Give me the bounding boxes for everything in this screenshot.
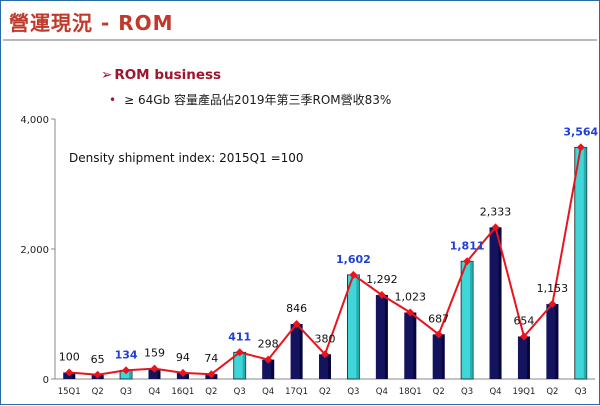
x-tick-label: 19Q1: [512, 387, 535, 397]
trend-marker: [122, 366, 131, 375]
bar-shade: [356, 274, 360, 379]
y-tick-label: 4,000: [20, 115, 49, 126]
x-tick-label: Q3: [234, 387, 246, 397]
trend-marker: [264, 355, 273, 364]
data-label: 1,023: [395, 291, 427, 304]
bar-shade: [72, 372, 76, 379]
bar: [148, 368, 161, 379]
bar-shade: [555, 304, 559, 379]
x-tick-label: Q3: [575, 387, 587, 397]
x-tick-label: Q4: [262, 387, 274, 397]
x-tick-label: Q2: [433, 387, 445, 397]
data-label: 411: [228, 330, 251, 343]
data-label: 1,292: [366, 273, 398, 286]
bar-shade: [384, 295, 388, 379]
x-tick-label: Q2: [205, 387, 217, 397]
trend-marker: [65, 368, 74, 377]
data-label: 654: [513, 314, 534, 327]
page-title: 營運現況 - ROM: [9, 11, 174, 35]
data-label: 65: [91, 353, 105, 366]
data-label: 74: [204, 352, 218, 365]
trend-marker: [463, 257, 472, 266]
trend-marker: [235, 348, 244, 357]
data-label: 100: [59, 351, 80, 364]
data-label: 134: [115, 348, 138, 361]
bar-shade: [299, 324, 303, 379]
data-label: 380: [315, 332, 336, 345]
x-tick-label: Q3: [120, 387, 132, 397]
x-tick-label: Q3: [347, 387, 359, 397]
trend-marker: [207, 370, 216, 379]
data-label: 1,811: [450, 239, 485, 252]
bar-shade: [271, 359, 275, 379]
x-tick-label: Q2: [546, 387, 558, 397]
bar-shade: [413, 312, 417, 379]
x-tick-label: Q3: [461, 387, 473, 397]
y-tick-label: 2,000: [20, 245, 49, 256]
bar-shade: [526, 336, 530, 379]
x-tick-label: Q4: [489, 387, 501, 397]
x-tick-label: 17Q1: [285, 387, 308, 397]
bullet-sub-text: ≥ 64Gb 容量產品佔2019年第三季ROM營收83%: [124, 93, 392, 107]
x-tick-label: Q4: [376, 387, 388, 397]
x-tick-label: Q2: [319, 387, 331, 397]
trend-marker: [349, 270, 358, 279]
trend-marker: [292, 320, 301, 329]
x-tick-label: 18Q1: [399, 387, 422, 397]
bullet-sub: • ≥ 64Gb 容量產品佔2019年第三季ROM營收83%: [109, 91, 391, 108]
data-label: 1,602: [336, 253, 371, 266]
x-tick-label: Q2: [92, 387, 104, 397]
bar-shade: [214, 374, 218, 379]
trend-marker: [321, 350, 329, 359]
bar-shade: [185, 372, 189, 379]
trend-marker: [548, 300, 557, 309]
data-label: 846: [286, 302, 307, 315]
dot-bullet-icon: •: [109, 93, 117, 107]
trend-marker: [576, 143, 585, 152]
x-tick-label: 16Q1: [171, 387, 194, 397]
y-tick-label: 0: [43, 375, 49, 386]
bar-shade: [470, 261, 474, 379]
trend-marker: [491, 223, 500, 232]
bar-shade: [129, 370, 133, 379]
chart-annotation: Density shipment index: 2015Q1 =100: [69, 151, 304, 165]
arrow-bullet-icon: ➢: [101, 67, 113, 83]
x-tick-label: Q4: [148, 387, 160, 397]
title-divider: [3, 39, 597, 41]
trend-marker: [434, 330, 443, 339]
bar-shade: [441, 334, 445, 379]
bullet-heading: ➢ ROM business: [101, 67, 221, 83]
bar-shade: [328, 354, 331, 379]
data-label: 94: [176, 351, 190, 364]
trend-marker: [150, 364, 159, 373]
data-label: 687: [428, 312, 449, 325]
data-label: 298: [258, 338, 279, 351]
bar-shade: [100, 374, 104, 379]
bar-shade: [498, 227, 502, 379]
data-label: 1,153: [537, 282, 569, 295]
trend-marker: [406, 308, 415, 317]
data-label: 3,564: [563, 125, 598, 138]
x-tick-label: 15Q1: [58, 387, 81, 397]
data-label: 2,333: [480, 205, 512, 218]
trend-marker: [178, 368, 187, 377]
bullet-heading-text: ROM business: [114, 67, 222, 83]
bar-shade: [583, 147, 587, 379]
trend-marker: [519, 332, 528, 341]
bar-shade: [157, 368, 161, 379]
bar-shade: [242, 352, 246, 379]
data-label: 159: [144, 347, 165, 360]
trend-marker: [93, 370, 102, 379]
trend-marker: [377, 291, 386, 300]
